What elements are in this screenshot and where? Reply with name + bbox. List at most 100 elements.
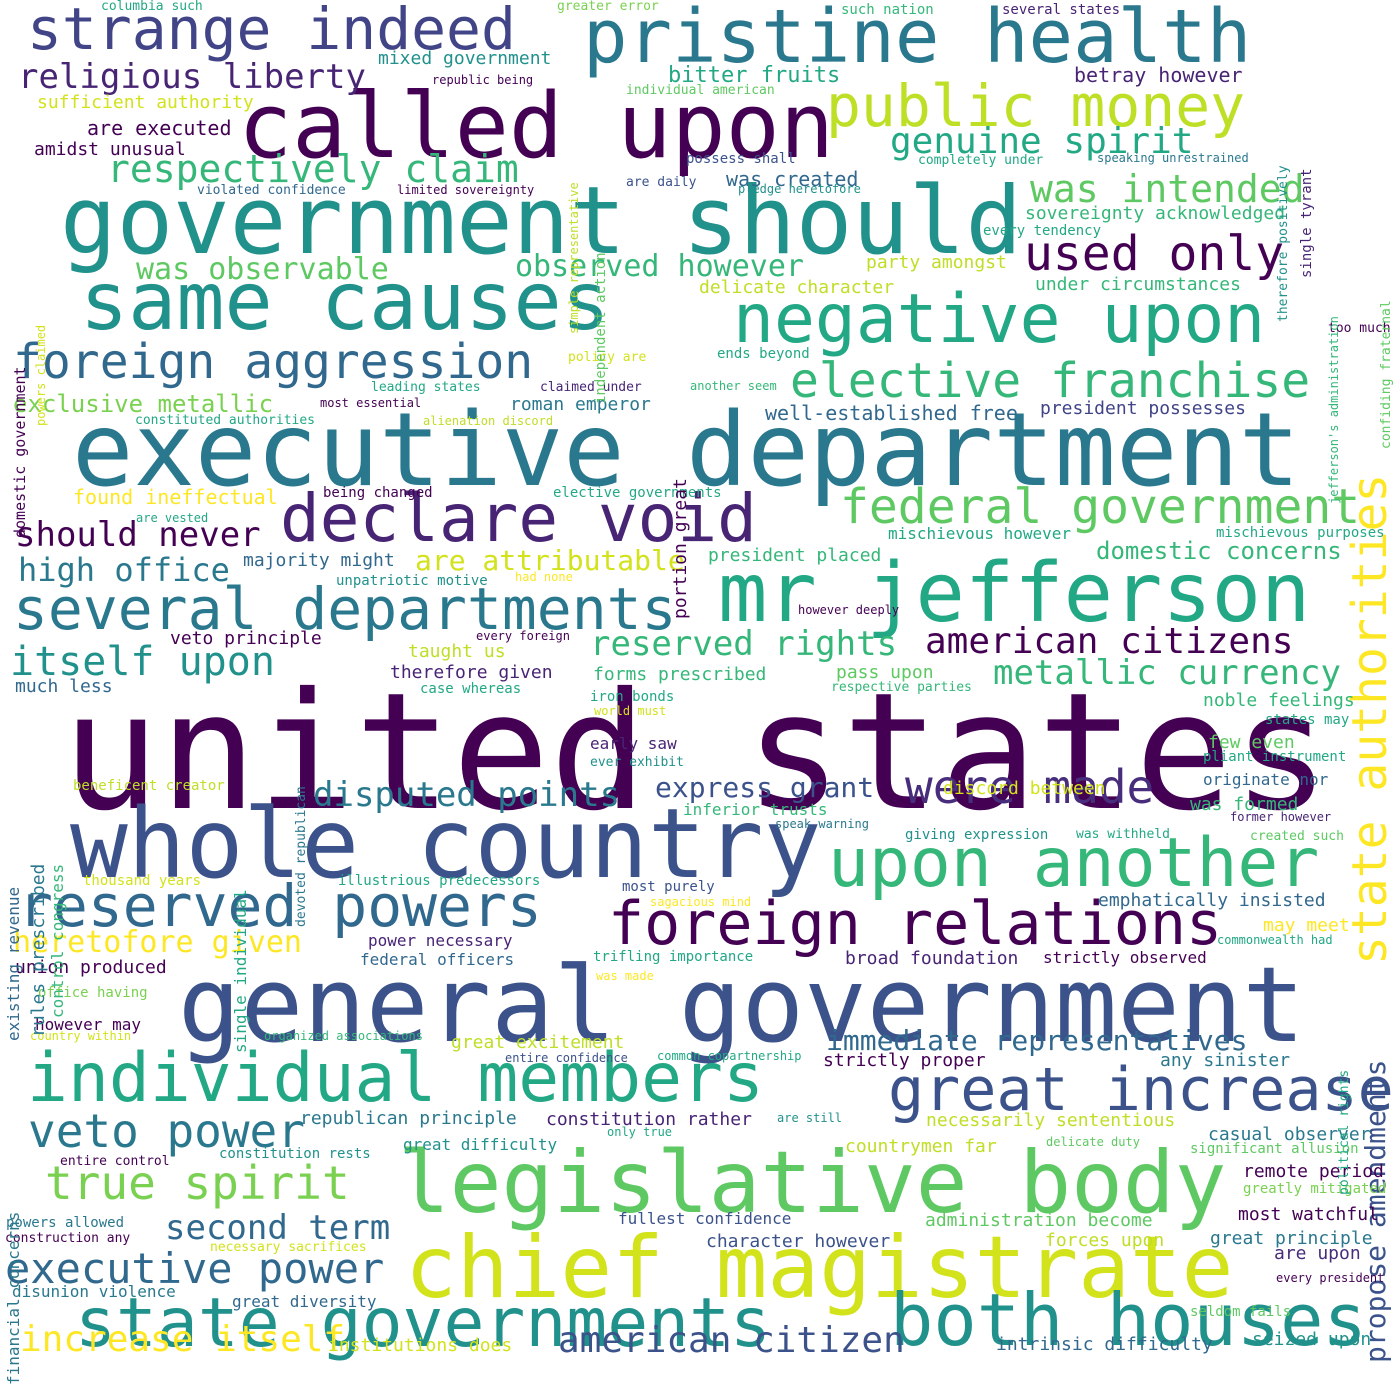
word: alienation discord [423, 414, 554, 428]
word: upon another [828, 824, 1320, 903]
word: whole country [70, 788, 822, 900]
word: too much [1328, 321, 1391, 336]
word: several states [1002, 2, 1121, 18]
word: columbia such [101, 0, 203, 14]
word: mr jefferson [718, 546, 1311, 641]
word: being changed [323, 485, 433, 501]
word: remote period [1243, 1161, 1384, 1182]
word: elective franchise [790, 353, 1311, 409]
word: same causes [80, 255, 610, 348]
word: declare void [280, 480, 757, 557]
word: simple representative [567, 182, 581, 334]
word: emphatically insisted [1098, 890, 1326, 911]
word: violated confidence [197, 183, 346, 198]
word: however may [35, 1015, 141, 1034]
word: powers claimed [34, 324, 48, 426]
word: executive department [72, 391, 1301, 510]
word: greatly mitigated [1243, 1181, 1387, 1197]
word: any sinister [1160, 1050, 1291, 1071]
word: immediate representatives [826, 1024, 1248, 1057]
word: was withheld [1076, 827, 1170, 842]
word: government should [60, 167, 1023, 276]
word: great excitement [451, 1032, 625, 1053]
word: observed however [515, 249, 804, 284]
word: case whereas [420, 681, 522, 697]
word: heretofore given [13, 925, 302, 960]
word: significant allusion [1190, 1141, 1359, 1157]
word: legislative body [398, 1133, 1227, 1233]
word: strictly observed [1043, 948, 1207, 967]
word: was made [596, 969, 654, 983]
word: state authorities [1342, 473, 1398, 965]
word: most purely [622, 879, 715, 895]
word: fullest confidence [618, 1209, 792, 1228]
word: ever exhibit [590, 755, 684, 770]
word: only true [607, 1125, 673, 1139]
word: sufficient authority [37, 92, 254, 113]
word: organized associations [264, 1029, 423, 1043]
word: great increase [888, 1055, 1394, 1125]
word: was created [726, 167, 859, 191]
word: single tyrant [1299, 168, 1315, 278]
word: second term [165, 1208, 391, 1248]
word: well-established free [765, 401, 1018, 425]
word: single individual [231, 889, 250, 1053]
word: trifling importance [593, 949, 754, 965]
word: express grant [655, 771, 875, 804]
word: most watchful [1238, 1204, 1379, 1225]
word: pledge heretofore [738, 182, 861, 196]
word: policy are [568, 350, 647, 365]
word: are daily [626, 175, 697, 190]
word: individual american [626, 83, 775, 98]
word: reserved rights [590, 624, 898, 664]
word: noble feelings [1203, 690, 1355, 711]
word: much less [15, 676, 113, 697]
word: speaking unrestrained [1097, 151, 1249, 165]
word: elective governments [553, 485, 722, 501]
word: early saw [590, 734, 677, 753]
word: constitution rests [219, 1146, 371, 1162]
word: strange indeed [27, 0, 516, 63]
word: are still [777, 1111, 843, 1125]
word: construction any [5, 1231, 131, 1246]
word: forms prescribed [593, 664, 767, 685]
word: called upon [238, 74, 835, 179]
word: both houses [890, 1278, 1367, 1362]
word: majority might [243, 550, 395, 571]
word: financial concerns [4, 1211, 23, 1385]
word: every foreign [476, 629, 570, 643]
word: republic being [432, 73, 534, 87]
word: speak warning [775, 817, 869, 831]
word: was observable [136, 252, 389, 287]
word: mixed government [378, 48, 552, 69]
word: amidst unusual [34, 139, 186, 160]
word: devoted republican [294, 786, 309, 927]
word: pass upon [836, 662, 934, 683]
word: respectively claim [107, 147, 519, 191]
word: power necessary [368, 931, 513, 950]
word: iron bonds [590, 689, 675, 705]
word: metallic currency [993, 653, 1341, 693]
word: are vested [136, 511, 209, 525]
word: office having [38, 985, 148, 1001]
word: every tendency [983, 223, 1102, 239]
word: several departments [13, 575, 677, 643]
word: entire confidence [505, 1051, 628, 1065]
word: american citizens [925, 621, 1294, 662]
word: religious liberty [18, 57, 366, 97]
word: had none [515, 570, 573, 584]
word: sagacious mind [650, 895, 752, 909]
word: necessarily sententious [926, 1110, 1176, 1131]
word: delicate duty [1046, 1135, 1140, 1149]
word: discord between [943, 778, 1106, 799]
word: character however [706, 1231, 891, 1252]
word: veto power [28, 1104, 305, 1158]
word: therefore given [390, 662, 553, 683]
word: disputed points [313, 775, 621, 815]
word: president placed [708, 545, 882, 566]
word: necessary sacrifices [210, 1240, 367, 1255]
word: former however [1230, 810, 1332, 824]
word: existing revenue [4, 886, 23, 1041]
word: states may [1265, 712, 1350, 728]
